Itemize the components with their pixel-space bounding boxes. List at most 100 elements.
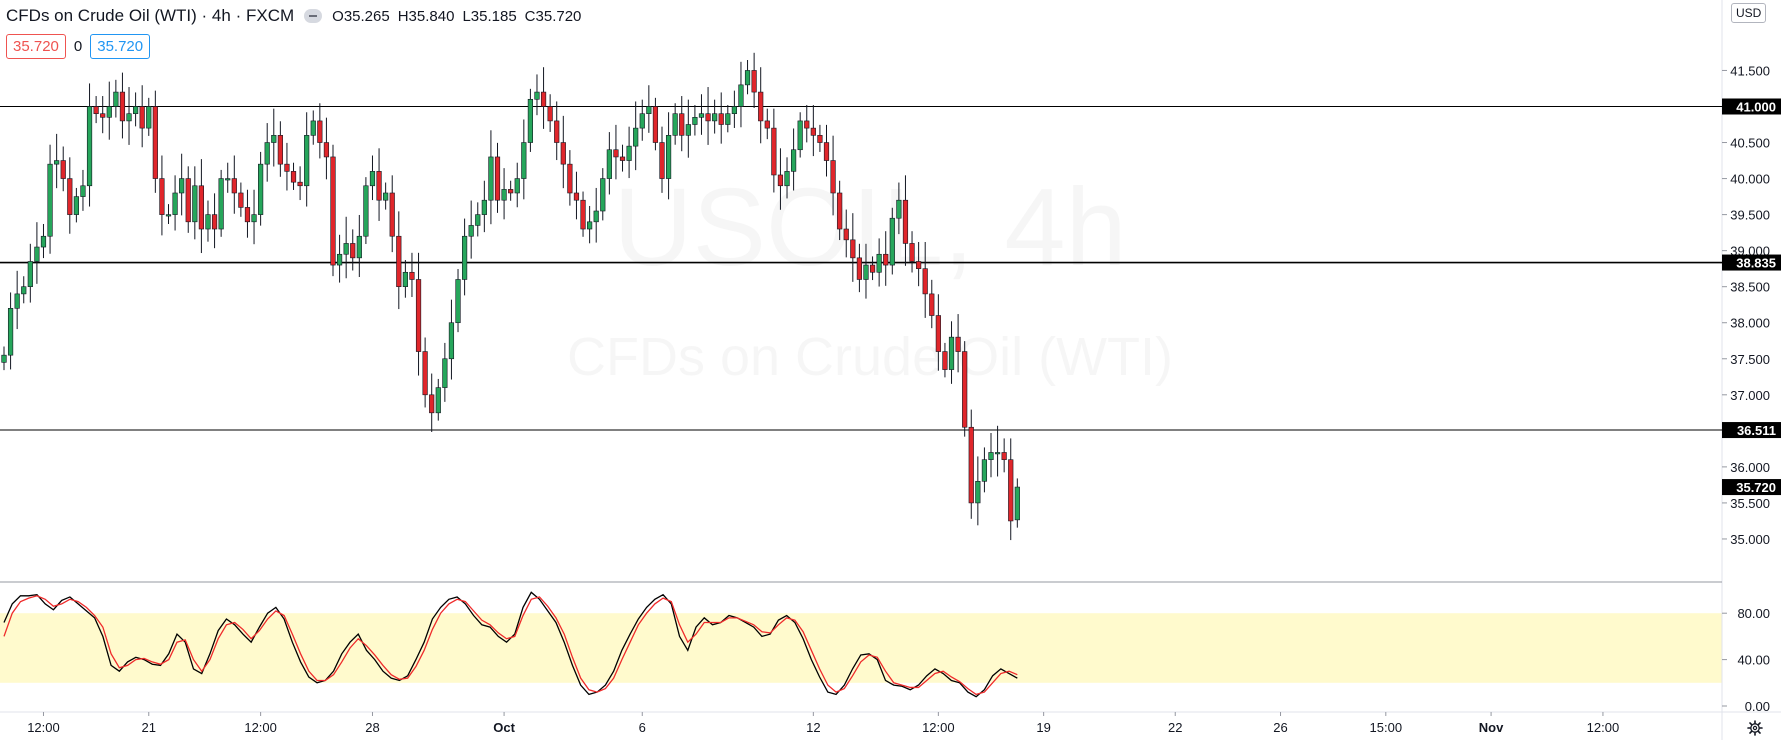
candle-down (238, 192, 244, 208)
candle-up (481, 199, 487, 215)
candle-up (725, 113, 731, 125)
candle-down (968, 426, 974, 504)
time-tick-label: 12 (806, 720, 820, 735)
candle-down (508, 189, 514, 194)
candle-down (580, 199, 586, 230)
candle-up (876, 253, 882, 273)
candle-down (323, 142, 330, 158)
candle-up (712, 113, 718, 122)
settings-gear-icon[interactable] (1747, 720, 1763, 736)
candle-down (718, 113, 724, 125)
time-tick-label: 12:00 (1587, 720, 1620, 735)
level-price-tag-bg (1722, 254, 1781, 271)
candle-up (863, 264, 869, 280)
candle-down (856, 257, 862, 280)
candle-up (606, 149, 612, 179)
time-axis[interactable]: 12:00 21 12:00 28 Oct 6 12 12:00 19 22 26 15:00 Nov 1… (27, 712, 1619, 735)
candle-up (692, 117, 698, 125)
candle-up (527, 98, 533, 143)
candle-down (284, 163, 290, 172)
time-tick-label: 21 (142, 720, 156, 735)
candle-up (106, 106, 112, 118)
candle-up (501, 189, 507, 201)
separator-dot: · (201, 6, 212, 25)
sell-price-button[interactable]: 35.720 (6, 34, 66, 59)
candle-up (146, 106, 152, 129)
candle-up (896, 199, 902, 219)
spread-value: 0 (73, 38, 83, 55)
candle-up (192, 185, 198, 223)
candle-up (435, 387, 441, 414)
time-tick-label: 12:00 (922, 720, 955, 735)
candle-series (1, 52, 1020, 541)
candle-down (409, 271, 415, 280)
price-tick-label: 41.500 (1730, 63, 1770, 78)
candle-up (73, 196, 79, 215)
candle-up (744, 70, 751, 86)
candle-down (297, 181, 303, 187)
candle-up (27, 261, 33, 287)
candle-up (461, 235, 468, 280)
open-label: O (332, 7, 344, 25)
candle-up (455, 279, 461, 324)
candle-down (330, 156, 336, 266)
price-tick-label: 35.000 (1730, 532, 1770, 547)
candle-down (231, 178, 237, 194)
candle-up (646, 106, 652, 115)
candle-up (86, 106, 93, 187)
stochastic-axis[interactable]: 0.00 40.00 80.00 (1722, 606, 1770, 714)
candle-down (560, 142, 566, 165)
watermark-description: CFDs on Crude Oil (WTI) (567, 327, 1173, 387)
interval-label: 4h (211, 6, 231, 25)
buy-price-button[interactable]: 35.720 (90, 34, 151, 59)
candle-up (593, 210, 599, 223)
candle-down (850, 239, 856, 259)
candle-down (771, 127, 777, 176)
candle-up (889, 217, 895, 266)
collapse-toggle-icon[interactable] (304, 9, 323, 23)
candle-down (567, 163, 573, 194)
candle-up (47, 163, 53, 237)
candle-up (784, 171, 790, 187)
candle-down (415, 279, 422, 352)
candle-down (883, 253, 889, 266)
low-label: L (462, 7, 471, 25)
time-tick-label: 6 (639, 720, 646, 735)
candle-down (823, 142, 830, 161)
candle-down (764, 120, 770, 129)
candle-down (705, 113, 711, 122)
open-value: 35.265 (343, 7, 390, 25)
candle-down (613, 149, 619, 158)
candle-down (540, 91, 547, 107)
candle-down (244, 207, 251, 223)
close-label: C (524, 7, 536, 25)
candle-up (600, 178, 606, 212)
symbol-header[interactable]: CFDs on Crude Oil (WTI) · 4h · FXCM O35.… (6, 4, 581, 28)
last-price-tag-bg (1722, 479, 1781, 496)
candle-up (304, 135, 310, 187)
candle-up (633, 127, 639, 147)
candle-up (383, 192, 389, 201)
candle-down (942, 351, 948, 370)
candle-up (264, 142, 270, 165)
candle-down (810, 127, 816, 136)
candle-up (626, 145, 632, 161)
level-price-tag: 38.835 (1736, 256, 1776, 271)
low-value: 35.185 (470, 7, 517, 25)
candle-up (258, 163, 264, 215)
currency-button[interactable]: USD (1731, 3, 1767, 23)
candle-down (909, 243, 915, 262)
candle-up (251, 214, 257, 223)
candle-up (994, 452, 1001, 455)
candle-down (211, 214, 218, 230)
time-tick-label: 19 (1036, 720, 1050, 735)
candle-down (67, 178, 73, 215)
price-tick-label: 36.000 (1730, 460, 1770, 475)
candle-up (731, 106, 737, 115)
price-axis[interactable]: 35.00035.50036.00036.50037.00037.50038.0… (1722, 63, 1770, 547)
symbol-title[interactable]: CFDs on Crude Oil (WTI) · 4h · FXCM (6, 6, 294, 26)
candle-up (369, 171, 376, 187)
candle-up (790, 149, 797, 172)
candle-down (659, 142, 665, 179)
